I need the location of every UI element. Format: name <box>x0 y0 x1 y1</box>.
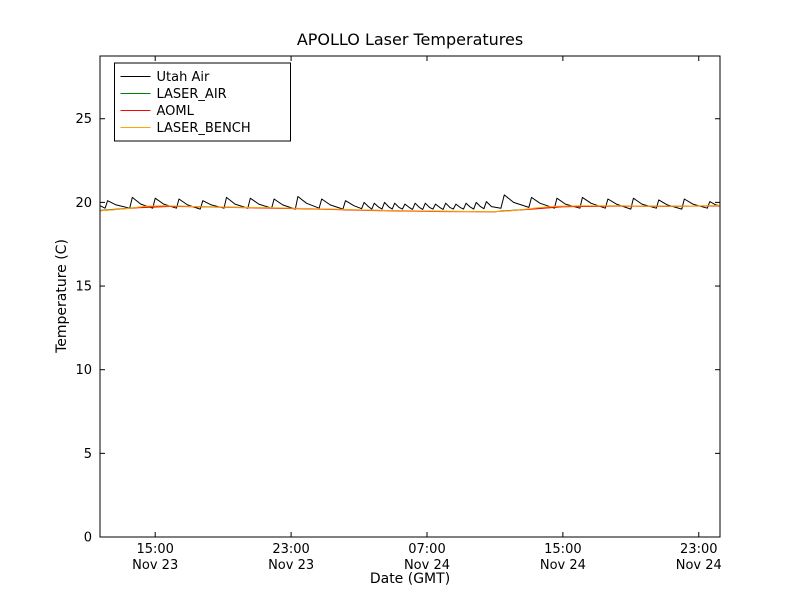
x-axis-label: Date (GMT) <box>369 571 451 587</box>
x-tick-label: 07:00 Nov 24 <box>404 542 450 573</box>
chart-title: APOLLO Laser Temperatures <box>296 30 524 49</box>
series-line-laser-bench <box>99 204 721 213</box>
series-line-utah-air <box>99 194 721 210</box>
legend-label: LASER_AIR <box>157 87 227 102</box>
legend-label: AOML <box>157 104 195 119</box>
x-tick-label: 23:00 Nov 23 <box>268 542 314 573</box>
y-tick-label: 5 <box>84 447 92 462</box>
y-tick-label: 10 <box>75 363 92 378</box>
y-tick-label: 20 <box>75 196 92 211</box>
x-tick-label: 23:00 Nov 24 <box>676 542 722 573</box>
legend-label: LASER_BENCH <box>157 121 251 136</box>
y-tick-label: 0 <box>84 531 92 546</box>
legend-label: Utah Air <box>157 70 210 85</box>
x-tick-label: 15:00 Nov 24 <box>540 542 586 573</box>
axes-frame <box>99 55 721 538</box>
x-tick-label: 15:00 Nov 23 <box>132 542 178 573</box>
y-tick-label: 25 <box>75 112 92 127</box>
y-tick-label: 15 <box>75 280 92 295</box>
